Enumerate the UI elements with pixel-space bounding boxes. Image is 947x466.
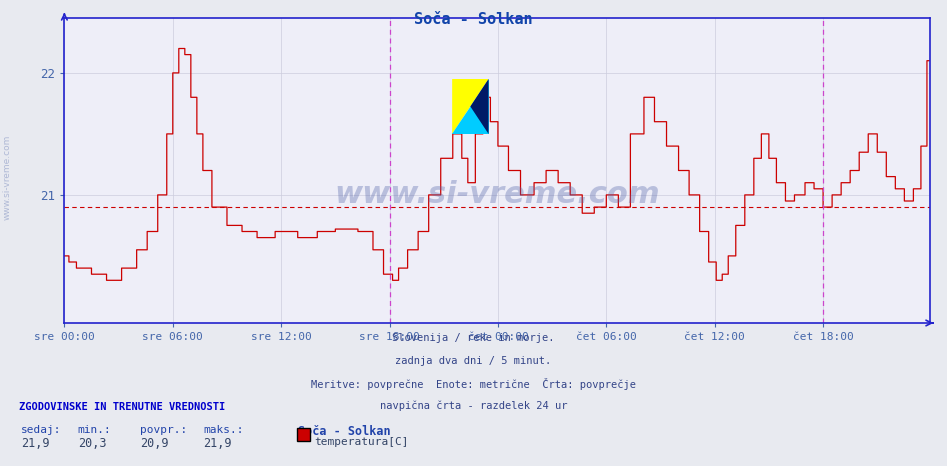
Polygon shape [452,79,489,134]
Text: min.:: min.: [78,425,112,435]
Text: Soča - Solkan: Soča - Solkan [414,12,533,27]
Text: povpr.:: povpr.: [140,425,188,435]
Text: www.si-vreme.com: www.si-vreme.com [2,134,11,220]
Text: Soča - Solkan: Soča - Solkan [298,425,391,438]
Text: www.si-vreme.com: www.si-vreme.com [334,180,660,209]
Text: ZGODOVINSKE IN TRENUTNE VREDNOSTI: ZGODOVINSKE IN TRENUTNE VREDNOSTI [19,403,225,412]
Text: maks.:: maks.: [204,425,244,435]
Polygon shape [471,79,489,134]
Text: navpična črta - razdelek 24 ur: navpična črta - razdelek 24 ur [380,400,567,411]
Text: zadnja dva dni / 5 minut.: zadnja dva dni / 5 minut. [396,356,551,365]
Text: temperatura[C]: temperatura[C] [314,437,409,447]
Text: 20,9: 20,9 [140,437,169,450]
Polygon shape [452,79,489,134]
Text: Slovenija / reke in morje.: Slovenija / reke in morje. [392,333,555,343]
Text: 21,9: 21,9 [204,437,232,450]
Text: 20,3: 20,3 [78,437,106,450]
Text: Meritve: povprečne  Enote: metrične  Črta: povprečje: Meritve: povprečne Enote: metrične Črta:… [311,378,636,390]
Text: sedaj:: sedaj: [21,425,62,435]
Text: 21,9: 21,9 [21,437,49,450]
